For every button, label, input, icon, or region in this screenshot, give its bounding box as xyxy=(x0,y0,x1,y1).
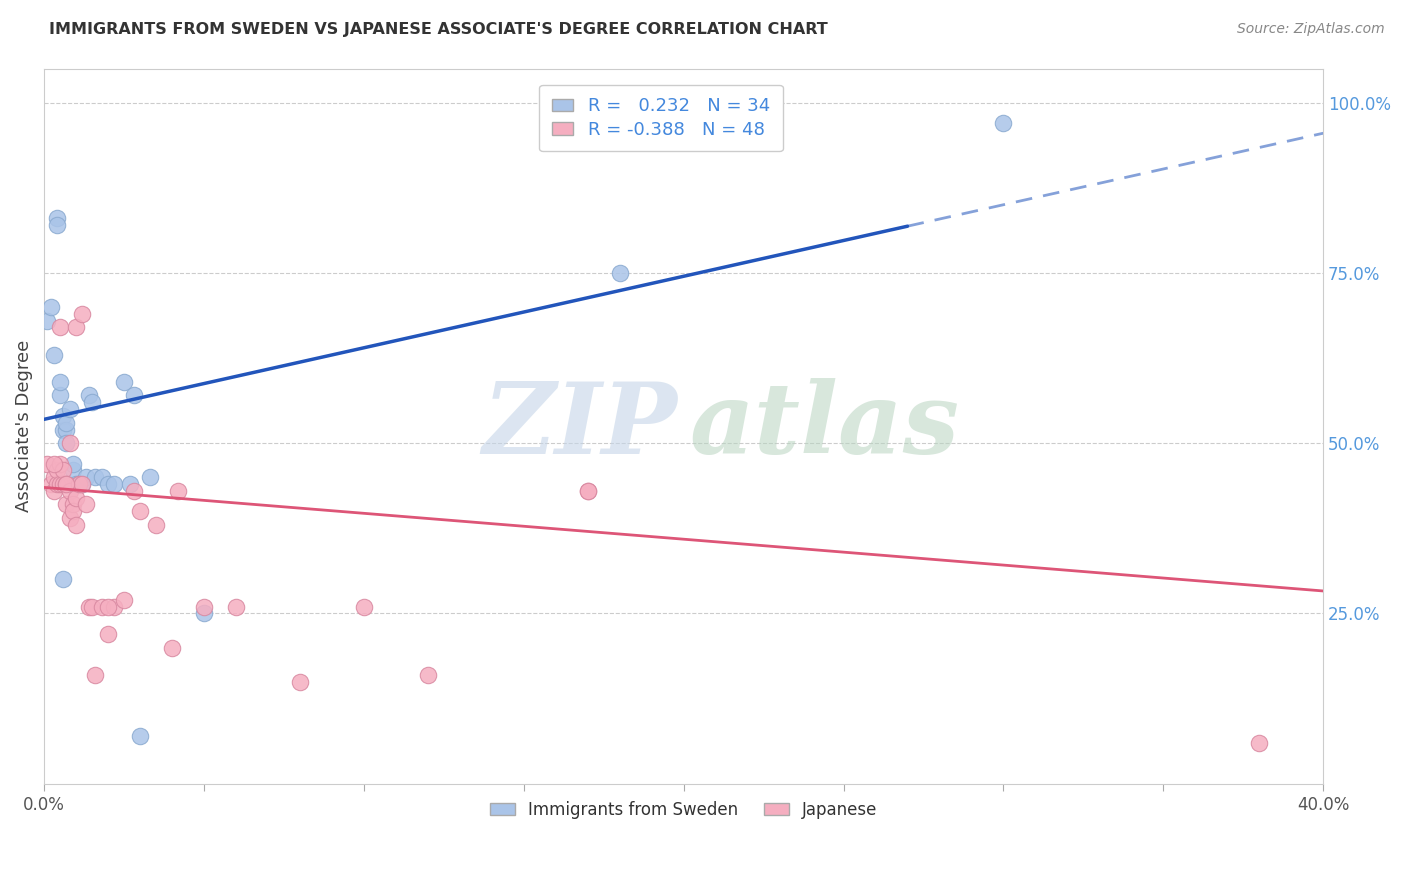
Point xyxy=(39,300,62,314)
Point xyxy=(129,729,152,743)
Point xyxy=(52,409,75,423)
Point xyxy=(42,348,65,362)
Point xyxy=(65,491,87,505)
Point xyxy=(84,470,107,484)
Point xyxy=(55,477,77,491)
Point xyxy=(45,477,67,491)
Point xyxy=(90,470,112,484)
Point xyxy=(55,436,77,450)
Point xyxy=(67,477,90,491)
Point xyxy=(103,477,125,491)
Point xyxy=(288,674,311,689)
Point xyxy=(77,388,100,402)
Point xyxy=(167,483,190,498)
Point xyxy=(55,477,77,491)
Point xyxy=(84,667,107,681)
Point xyxy=(993,116,1015,130)
Point xyxy=(55,498,77,512)
Point xyxy=(576,483,599,498)
Text: atlas: atlas xyxy=(690,378,960,475)
Point xyxy=(90,599,112,614)
Point xyxy=(77,599,100,614)
Point xyxy=(112,592,135,607)
Y-axis label: Associate's Degree: Associate's Degree xyxy=(15,340,32,512)
Point xyxy=(52,573,75,587)
Text: Source: ZipAtlas.com: Source: ZipAtlas.com xyxy=(1237,22,1385,37)
Point xyxy=(72,477,94,491)
Point xyxy=(37,457,59,471)
Point xyxy=(42,470,65,484)
Point xyxy=(62,457,84,471)
Point xyxy=(49,457,72,471)
Point xyxy=(65,517,87,532)
Point xyxy=(609,266,631,280)
Point xyxy=(145,517,167,532)
Point xyxy=(42,483,65,498)
Point xyxy=(80,395,103,409)
Point xyxy=(52,423,75,437)
Point xyxy=(1249,736,1271,750)
Point xyxy=(160,640,183,655)
Point xyxy=(72,477,94,491)
Point xyxy=(225,599,247,614)
Point xyxy=(122,388,145,402)
Point xyxy=(75,498,97,512)
Point xyxy=(39,477,62,491)
Point xyxy=(72,307,94,321)
Point xyxy=(80,599,103,614)
Point xyxy=(49,320,72,334)
Point xyxy=(65,320,87,334)
Point xyxy=(122,483,145,498)
Point xyxy=(353,599,375,614)
Point xyxy=(55,423,77,437)
Point xyxy=(193,599,215,614)
Point xyxy=(67,477,90,491)
Point xyxy=(52,477,75,491)
Point xyxy=(42,457,65,471)
Text: IMMIGRANTS FROM SWEDEN VS JAPANESE ASSOCIATE'S DEGREE CORRELATION CHART: IMMIGRANTS FROM SWEDEN VS JAPANESE ASSOC… xyxy=(49,22,828,37)
Point xyxy=(75,470,97,484)
Point xyxy=(49,375,72,389)
Point xyxy=(97,627,120,641)
Point xyxy=(52,463,75,477)
Point xyxy=(59,511,82,525)
Point xyxy=(49,477,72,491)
Point xyxy=(37,313,59,327)
Point xyxy=(138,470,160,484)
Point xyxy=(45,211,67,226)
Point xyxy=(55,416,77,430)
Point xyxy=(416,667,439,681)
Point xyxy=(62,498,84,512)
Point xyxy=(576,483,599,498)
Legend: Immigrants from Sweden, Japanese: Immigrants from Sweden, Japanese xyxy=(484,794,884,825)
Point xyxy=(59,483,82,498)
Point xyxy=(193,607,215,621)
Point xyxy=(120,477,142,491)
Point xyxy=(112,375,135,389)
Point xyxy=(97,599,120,614)
Point xyxy=(65,477,87,491)
Point xyxy=(59,436,82,450)
Point xyxy=(49,388,72,402)
Point xyxy=(97,477,120,491)
Text: ZIP: ZIP xyxy=(482,378,678,475)
Point xyxy=(62,504,84,518)
Point xyxy=(59,402,82,417)
Point xyxy=(45,218,67,232)
Point xyxy=(129,504,152,518)
Point xyxy=(62,463,84,477)
Point xyxy=(45,463,67,477)
Point xyxy=(103,599,125,614)
